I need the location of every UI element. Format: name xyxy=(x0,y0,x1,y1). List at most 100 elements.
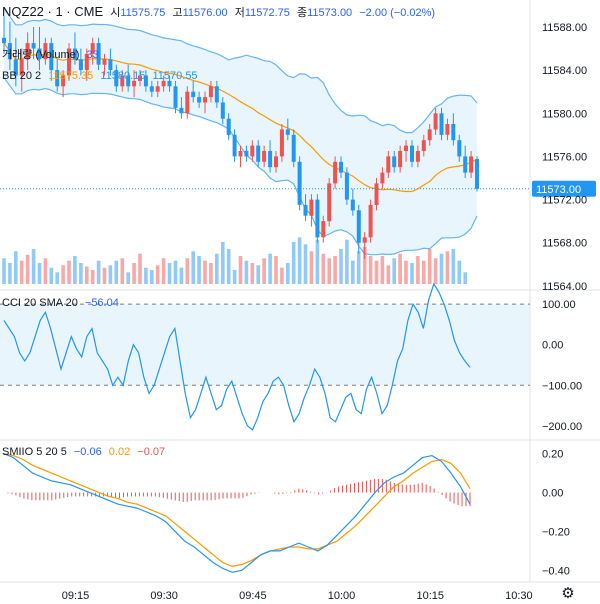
bb-basis-value: 11575.35 xyxy=(48,70,94,82)
candle-body xyxy=(67,48,71,76)
volume-bar xyxy=(427,249,432,284)
volume-bar xyxy=(8,263,12,284)
volume-bar xyxy=(368,256,373,284)
time-tick-label: 09:30 xyxy=(150,590,178,602)
volume-bar xyxy=(362,246,367,284)
candle-body xyxy=(126,75,131,87)
candle-body xyxy=(386,156,391,173)
candle-body xyxy=(433,113,438,130)
volume-bar xyxy=(262,258,266,284)
volume-bar xyxy=(203,260,207,284)
candle-body xyxy=(327,183,332,222)
candle-body xyxy=(333,161,338,184)
volume-bar xyxy=(315,239,320,284)
price-tick-label: 11572.00 xyxy=(542,195,587,207)
candle-body xyxy=(138,75,142,81)
volume-bar xyxy=(79,263,83,284)
price-tick-label: 11584.00 xyxy=(542,65,587,77)
open-label: 시 xyxy=(110,7,121,19)
volume-bar xyxy=(250,263,255,284)
volume-bar xyxy=(226,249,231,284)
smiio-label: SMIIO 5 20 5 xyxy=(2,446,67,458)
volume-bar xyxy=(339,249,343,284)
candle-body xyxy=(226,118,231,135)
candle-body xyxy=(445,124,450,135)
candle-body xyxy=(43,43,48,60)
volume-bar xyxy=(173,260,178,284)
candle-body xyxy=(214,86,219,103)
volume-bar xyxy=(380,256,385,284)
volume-bar xyxy=(185,258,190,284)
settings-gear-icon[interactable]: ⚙ xyxy=(561,585,575,602)
smi-tick-label: 0.20 xyxy=(542,449,563,461)
bb-lower-value: 11570.55 xyxy=(152,70,198,82)
candle-body xyxy=(232,134,237,157)
candle-body xyxy=(475,159,479,189)
cci-label: CCI 20 SMA 20 xyxy=(2,297,78,309)
volume-bar xyxy=(126,272,130,284)
smi-tick-label: 0.00 xyxy=(542,488,563,500)
candle-body xyxy=(250,145,255,157)
bb-upper-line xyxy=(3,8,478,134)
candle-body xyxy=(344,172,349,200)
close-value: 11573.00 xyxy=(307,7,353,19)
volume-bar xyxy=(463,272,467,284)
candle-body xyxy=(37,48,42,60)
price-tick-label: 11588.00 xyxy=(542,22,587,34)
volume-bar xyxy=(55,272,59,284)
cci-tick-label: 100.00 xyxy=(542,299,576,311)
volume-bar xyxy=(96,260,101,284)
volume-legend[interactable]: 거래량 (Volume) 33 xyxy=(2,46,103,62)
candle-body xyxy=(410,145,414,162)
bb-upper-value: 11580.15 xyxy=(100,70,146,82)
bb-label: BB 20 2 xyxy=(2,70,42,82)
low-label: 저 xyxy=(234,7,245,19)
candle-body xyxy=(303,204,308,216)
candle-body xyxy=(19,59,24,76)
volume-bar xyxy=(268,253,272,284)
bb-legend[interactable]: BB 20 2 11575.35 11580.15 11570.55 xyxy=(2,70,202,82)
candle-body xyxy=(90,43,95,54)
volume-bar xyxy=(398,253,402,284)
candle-body xyxy=(102,59,107,65)
candle-body xyxy=(25,43,30,60)
volume-bar xyxy=(108,265,113,284)
candle-body xyxy=(415,151,420,162)
candle-body xyxy=(220,102,225,119)
smiio-value-1: −0.06 xyxy=(73,446,102,458)
candle-body xyxy=(143,75,148,87)
time-tick-label: 10:00 xyxy=(328,590,356,602)
candle-body xyxy=(149,86,154,92)
volume-bar xyxy=(49,267,54,284)
candle-body xyxy=(398,151,403,168)
candle-body xyxy=(84,53,89,71)
volume-bar xyxy=(114,260,119,284)
cci-legend[interactable]: CCI 20 SMA 20 −56.04 xyxy=(2,297,123,309)
volume-bar xyxy=(85,266,89,284)
smiio-legend[interactable]: SMIIO 5 20 5 −0.06 0.02 −0.07 xyxy=(2,446,169,458)
volume-bar xyxy=(19,260,24,284)
candle-body xyxy=(268,151,273,168)
volume-bar xyxy=(150,270,154,284)
candle-body xyxy=(61,75,66,87)
volume-bar xyxy=(138,253,142,284)
candle-body xyxy=(339,161,343,173)
volume-bar xyxy=(410,263,414,284)
cci-line xyxy=(3,282,471,431)
volume-bar xyxy=(179,267,184,284)
symbol-title[interactable]: NQZ22 · 1 · CME xyxy=(2,4,104,19)
volume-bar xyxy=(37,263,42,284)
low-value: 11572.75 xyxy=(244,7,290,19)
candle-body xyxy=(191,91,196,98)
candle-body xyxy=(96,43,101,65)
volume-label: 거래량 (Volume) xyxy=(2,49,80,61)
volume-value: 33 xyxy=(86,49,99,61)
volume-bar xyxy=(191,251,195,284)
close-label: 종 xyxy=(296,7,308,19)
last-price-tag-bg xyxy=(532,180,596,197)
volume-bar xyxy=(2,258,6,284)
candle-body xyxy=(132,80,137,87)
candle-body xyxy=(451,124,456,141)
candle-body xyxy=(463,156,468,173)
